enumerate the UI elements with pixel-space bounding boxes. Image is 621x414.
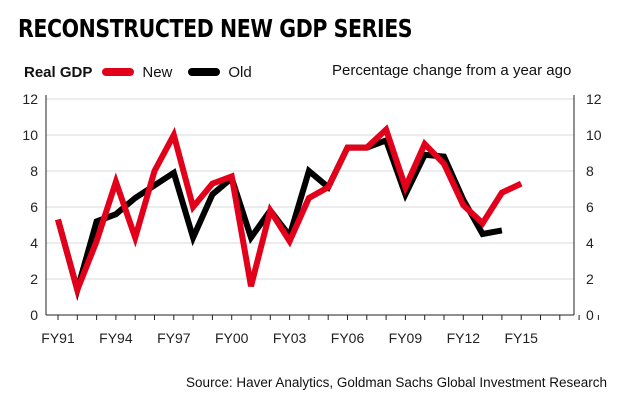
legend-label-old: Old (228, 63, 252, 81)
y-tick-left-10: 10 (22, 127, 38, 143)
y-tick-left-4: 4 (30, 235, 38, 251)
legend-item-old: Old (188, 63, 252, 81)
x-tick-label-FY15: FY15 (504, 330, 538, 346)
x-tick-label-FY97: FY97 (157, 330, 191, 346)
y-tick-left-0: 0 (30, 307, 38, 323)
y-tick-right-10: 10 (586, 127, 602, 143)
y-axis-unit-label: Percentage change from a year ago (332, 62, 572, 79)
legend-item-new: New (102, 64, 172, 81)
x-tick-label-FY00: FY00 (215, 330, 249, 346)
x-tick-label-FY91: FY91 (41, 330, 75, 346)
y-tick-right-8: 8 (586, 163, 594, 179)
legend: Real GDP New Old (24, 62, 268, 82)
y-tick-left-12: 12 (22, 91, 38, 107)
x-tick-label-FY03: FY03 (273, 330, 307, 346)
legend-swatch-old (188, 68, 221, 76)
legend-label-new: New (142, 63, 173, 81)
y-tick-left-6: 6 (30, 199, 38, 215)
x-tick-label-FY94: FY94 (99, 330, 133, 346)
y-tick-right-6: 6 (586, 199, 594, 215)
y-tick-left-8: 8 (30, 163, 38, 179)
source-note: Source: Haver Analytics, Goldman Sachs G… (186, 375, 607, 390)
y-tick-right-12: 12 (586, 91, 602, 107)
y-tick-right-2: 2 (586, 271, 594, 287)
chart-title: RECONSTRUCTED NEW GDP SERIES (18, 14, 413, 43)
y-tick-right-4: 4 (586, 235, 594, 251)
y-tick-left-2: 2 (30, 271, 38, 287)
x-tick-label-FY06: FY06 (331, 330, 365, 346)
series-line-new (55, 124, 523, 300)
legend-series-label: Real GDP (24, 63, 93, 81)
y-tick-right-0: 0 (586, 307, 594, 323)
x-tick-label-FY12: FY12 (447, 330, 481, 346)
x-tick-label-FY09: FY09 (389, 330, 423, 346)
legend-swatch-new (102, 68, 135, 76)
